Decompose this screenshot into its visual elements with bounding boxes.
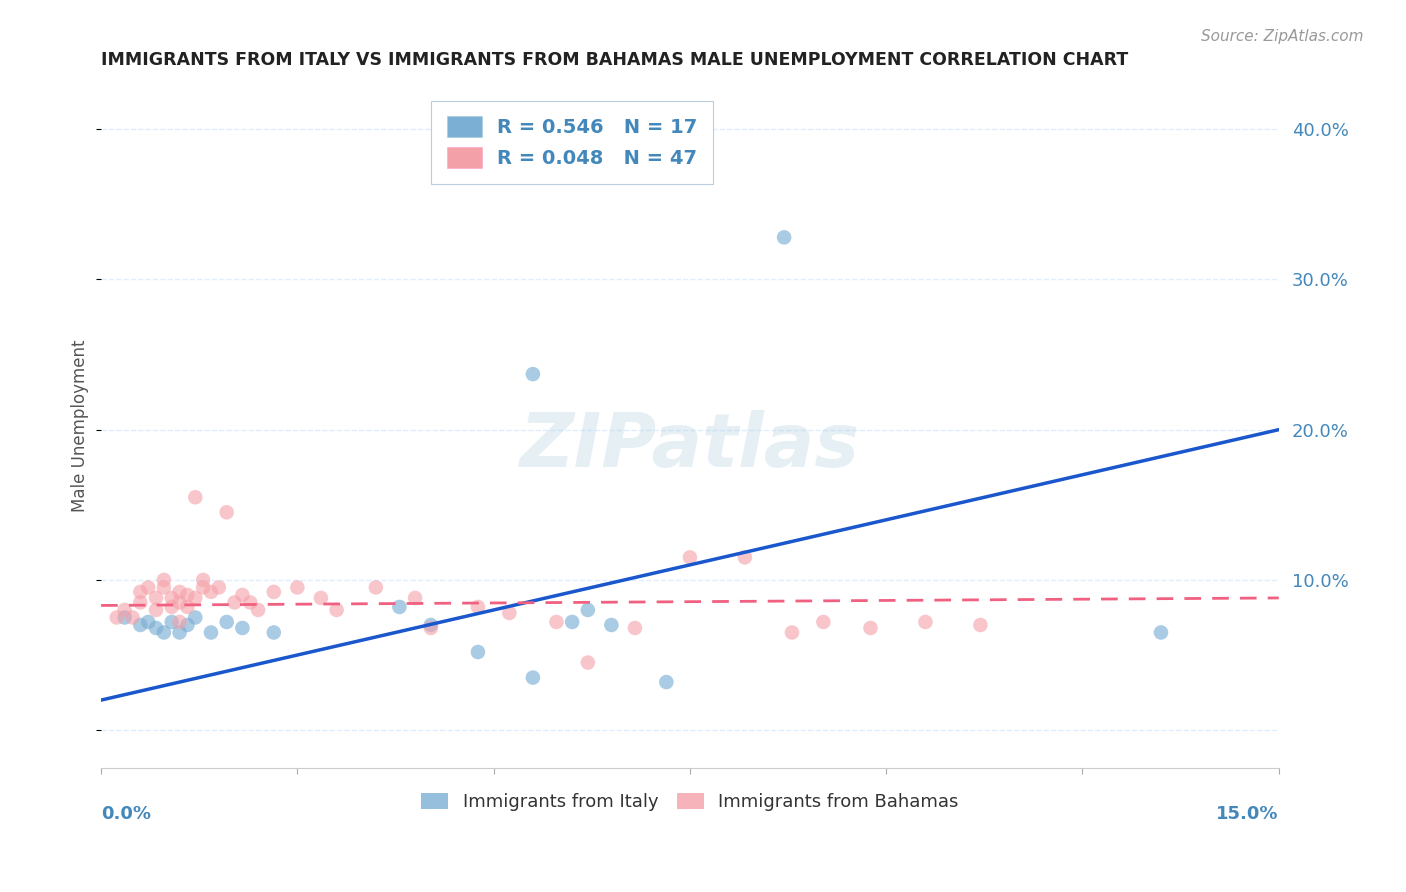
Point — [734, 550, 756, 565]
Point — [404, 591, 426, 605]
Point — [136, 581, 159, 595]
Point — [859, 621, 882, 635]
Point — [561, 615, 583, 629]
Point — [600, 618, 623, 632]
Point — [655, 675, 678, 690]
Text: 15.0%: 15.0% — [1216, 805, 1278, 823]
Point — [364, 581, 387, 595]
Point — [160, 615, 183, 629]
Point — [153, 581, 176, 595]
Text: IMMIGRANTS FROM ITALY VS IMMIGRANTS FROM BAHAMAS MALE UNEMPLOYMENT CORRELATION C: IMMIGRANTS FROM ITALY VS IMMIGRANTS FROM… — [101, 51, 1129, 69]
Point — [191, 573, 214, 587]
Point — [145, 603, 167, 617]
Point — [624, 621, 647, 635]
Point — [914, 615, 936, 629]
Point — [309, 591, 332, 605]
Point — [325, 603, 347, 617]
Point — [184, 490, 207, 504]
Point — [419, 621, 441, 635]
Point — [969, 618, 991, 632]
Point — [467, 645, 489, 659]
Point — [546, 615, 568, 629]
Point — [153, 573, 176, 587]
Point — [160, 599, 183, 614]
Point — [184, 610, 207, 624]
Legend: Immigrants from Italy, Immigrants from Bahamas: Immigrants from Italy, Immigrants from B… — [412, 784, 967, 821]
Point — [522, 367, 544, 381]
Text: Source: ZipAtlas.com: Source: ZipAtlas.com — [1201, 29, 1364, 44]
Point — [169, 625, 191, 640]
Point — [263, 585, 285, 599]
Point — [153, 625, 176, 640]
Point — [129, 595, 152, 609]
Point — [200, 585, 222, 599]
Point — [419, 618, 441, 632]
Point — [105, 610, 128, 624]
Text: ZIPatlas: ZIPatlas — [520, 410, 860, 483]
Point — [200, 625, 222, 640]
Point — [176, 588, 198, 602]
Point — [679, 550, 702, 565]
Point — [145, 591, 167, 605]
Point — [114, 603, 136, 617]
Point — [467, 599, 489, 614]
Point — [184, 591, 207, 605]
Point — [576, 656, 599, 670]
Point — [215, 615, 238, 629]
Point — [263, 625, 285, 640]
Point — [208, 581, 231, 595]
Point — [191, 581, 214, 595]
Point — [176, 599, 198, 614]
Point — [1150, 625, 1173, 640]
Point — [576, 603, 599, 617]
Point — [231, 588, 253, 602]
Point — [239, 595, 262, 609]
Point — [773, 230, 796, 244]
Point — [176, 618, 198, 632]
Point — [498, 606, 520, 620]
Point — [129, 618, 152, 632]
Point — [169, 585, 191, 599]
Point — [215, 505, 238, 519]
Point — [231, 621, 253, 635]
Point — [121, 610, 143, 624]
Point — [145, 621, 167, 635]
Point — [169, 615, 191, 629]
Point — [224, 595, 246, 609]
Point — [813, 615, 835, 629]
Text: 0.0%: 0.0% — [101, 805, 150, 823]
Point — [136, 615, 159, 629]
Point — [114, 610, 136, 624]
Point — [780, 625, 803, 640]
Point — [129, 585, 152, 599]
Y-axis label: Male Unemployment: Male Unemployment — [72, 340, 89, 512]
Point — [388, 599, 411, 614]
Point — [160, 591, 183, 605]
Point — [285, 581, 308, 595]
Point — [169, 595, 191, 609]
Point — [247, 603, 270, 617]
Point — [522, 671, 544, 685]
